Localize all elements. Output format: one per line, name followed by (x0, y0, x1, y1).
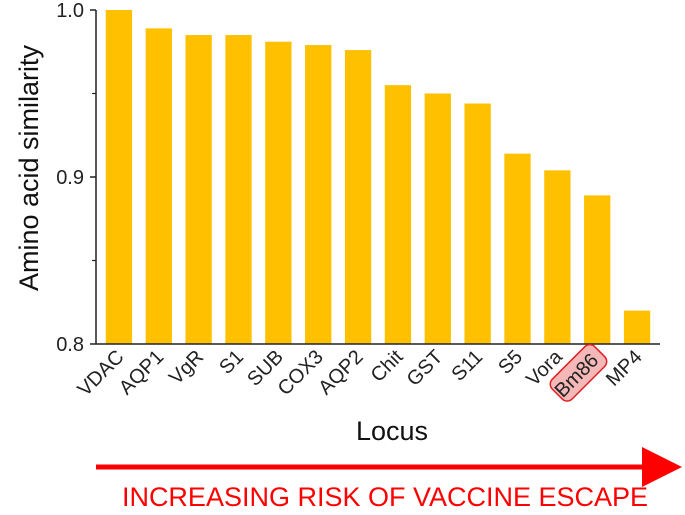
y-axis-title: Amino acid similarity (14, 44, 44, 291)
bar-bm86 (584, 195, 611, 344)
risk-banner-text: INCREASING RISK OF VACCINE ESCAPE (122, 482, 648, 512)
highlight-box (549, 343, 608, 402)
bar-mp4 (623, 310, 651, 344)
bar-sub (265, 41, 292, 344)
x-category-label: S11 (448, 346, 488, 386)
bar-vgr (185, 35, 212, 345)
bar-chit (384, 85, 412, 345)
y-tick-label: 0.9 (56, 167, 84, 189)
category-label-group: Bm86 (549, 343, 608, 402)
bar-aqp1 (145, 28, 172, 345)
bar-s5 (504, 153, 531, 344)
axes-layer (90, 9, 660, 345)
x-axis-title: Locus (356, 416, 428, 446)
y-tick-label: 0.8 (56, 334, 84, 356)
category-label-group: S11 (448, 346, 488, 386)
x-category-label: AQP2 (314, 346, 367, 399)
bar-s1 (225, 35, 252, 345)
x-category-label: GST (403, 346, 448, 391)
category-label-group: COX3 (274, 346, 328, 400)
category-label-group: AQP2 (314, 346, 367, 399)
bar-s11 (464, 103, 491, 345)
category-label-group: Chit (367, 346, 408, 387)
bar-vora (544, 170, 571, 344)
category-label-group: GST (403, 346, 448, 391)
category-label-group: VgR (165, 346, 208, 389)
x-category-label: COX3 (274, 346, 328, 400)
category-label-group: AQP1 (115, 346, 168, 399)
x-category-label: AQP1 (115, 346, 168, 399)
bar-cox3 (305, 45, 332, 344)
bar-aqp2 (344, 50, 372, 344)
x-category-label: MP4 (602, 346, 647, 391)
x-category-label: Chit (367, 346, 408, 387)
bar-vdac (105, 10, 133, 344)
bar-gst (424, 93, 451, 344)
category-label-group: MP4 (602, 346, 647, 391)
bars-layer (105, 10, 651, 345)
x-category-label: VgR (165, 346, 208, 389)
y-tick-label: 1.0 (56, 0, 84, 22)
